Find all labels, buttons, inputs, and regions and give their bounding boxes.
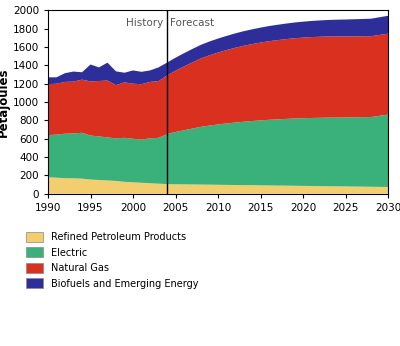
Legend: Refined Petroleum Products, Electric, Natural Gas, Biofuels and Emerging Energy: Refined Petroleum Products, Electric, Na… bbox=[26, 231, 198, 289]
Text: History: History bbox=[126, 18, 164, 28]
Text: Forecast: Forecast bbox=[170, 18, 214, 28]
Y-axis label: Petajoules: Petajoules bbox=[0, 67, 10, 137]
